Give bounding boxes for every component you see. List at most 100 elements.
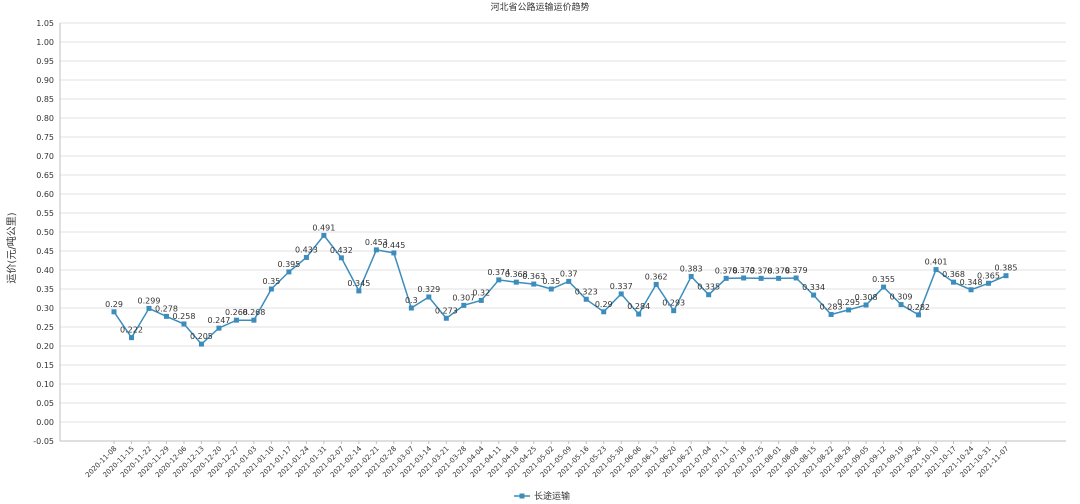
data-label: 0.329 bbox=[417, 285, 440, 294]
data-point bbox=[128, 335, 134, 341]
legend-label: 长途运输 bbox=[534, 490, 570, 502]
data-label: 0.284 bbox=[627, 302, 650, 311]
y-tick-label: 0.65 bbox=[36, 171, 54, 180]
data-point bbox=[688, 273, 694, 279]
data-point bbox=[513, 279, 519, 285]
data-point bbox=[233, 317, 239, 323]
data-point bbox=[653, 281, 659, 287]
data-label: 0.432 bbox=[330, 246, 353, 255]
data-point bbox=[198, 341, 204, 347]
data-label: 0.293 bbox=[662, 299, 685, 308]
y-tick-label: 0.95 bbox=[36, 57, 54, 66]
data-label: 0.345 bbox=[347, 279, 370, 288]
data-label: 0.205 bbox=[190, 332, 213, 341]
data-label: 0.299 bbox=[138, 296, 161, 305]
data-label: 0.268 bbox=[225, 308, 248, 317]
data-label: 0.379 bbox=[785, 266, 808, 275]
y-tick-label: 1.00 bbox=[36, 38, 54, 47]
data-point bbox=[986, 280, 992, 286]
gridlines bbox=[59, 22, 1066, 442]
data-point bbox=[478, 297, 484, 303]
data-point bbox=[1003, 273, 1009, 279]
y-tick-label: 0.45 bbox=[36, 247, 54, 256]
data-point bbox=[461, 302, 467, 308]
data-point bbox=[636, 311, 642, 317]
y-tick-label: 0.90 bbox=[36, 76, 54, 85]
data-label: 0.3 bbox=[405, 296, 418, 305]
data-label: 0.29 bbox=[595, 300, 613, 309]
data-label: 0.401 bbox=[925, 258, 948, 267]
data-point bbox=[846, 307, 852, 313]
data-point bbox=[496, 277, 502, 283]
legend-marker bbox=[519, 493, 525, 499]
y-tick-label: 0.70 bbox=[36, 152, 54, 161]
y-tick-label: 0.60 bbox=[36, 190, 54, 199]
data-point bbox=[426, 294, 432, 300]
data-labels: 0.290.2220.2990.2780.2580.2050.2470.2680… bbox=[105, 223, 1017, 341]
y-tick-label: 1.05 bbox=[36, 19, 54, 28]
data-point bbox=[286, 269, 292, 275]
data-label: 0.362 bbox=[645, 272, 668, 281]
data-label: 0.335 bbox=[697, 283, 720, 292]
data-label: 0.378 bbox=[767, 266, 790, 275]
data-label: 0.307 bbox=[452, 293, 475, 302]
data-point bbox=[338, 255, 344, 261]
data-label: 0.32 bbox=[472, 288, 490, 297]
data-label: 0.433 bbox=[295, 245, 318, 254]
data-label: 0.379 bbox=[732, 266, 755, 275]
y-tick-label: 0.80 bbox=[36, 114, 54, 123]
data-point bbox=[443, 315, 449, 321]
chart-title: 河北省公路运输运价趋势 bbox=[490, 1, 589, 13]
data-label: 0.282 bbox=[907, 303, 930, 312]
data-label: 0.491 bbox=[312, 223, 335, 232]
data-label: 0.395 bbox=[277, 260, 300, 269]
y-axis-ticks: -0.05 0.00 0.05 0.10 0.15 0.20 0.25 0.30 0.35 0.4… bbox=[33, 19, 54, 446]
data-label: 0.247 bbox=[207, 316, 230, 325]
data-point bbox=[566, 278, 572, 284]
data-label: 0.258 bbox=[173, 312, 196, 321]
data-label: 0.222 bbox=[120, 326, 143, 335]
y-axis-label: 运价(元/吨公里) bbox=[5, 212, 18, 283]
series-points bbox=[111, 232, 1009, 347]
data-point bbox=[916, 312, 922, 318]
data-label: 0.363 bbox=[522, 272, 545, 281]
data-label: 0.368 bbox=[505, 270, 528, 279]
data-label: 0.29 bbox=[105, 300, 123, 309]
data-label: 0.378 bbox=[750, 266, 773, 275]
data-point bbox=[758, 275, 764, 281]
data-point bbox=[706, 292, 712, 298]
data-point bbox=[373, 247, 379, 253]
data-label: 0.308 bbox=[855, 293, 878, 302]
data-point bbox=[671, 308, 677, 314]
data-label: 0.309 bbox=[890, 293, 913, 302]
data-point bbox=[181, 321, 187, 327]
data-point bbox=[111, 309, 117, 315]
data-label: 0.268 bbox=[242, 308, 265, 317]
y-tick-label: 0.30 bbox=[36, 304, 54, 313]
data-label: 0.453 bbox=[365, 238, 388, 247]
y-tick-label: 0.10 bbox=[36, 380, 54, 389]
series-line-layer bbox=[113, 234, 1007, 346]
data-point bbox=[548, 286, 554, 292]
data-label: 0.445 bbox=[382, 241, 405, 250]
data-label: 0.374 bbox=[487, 268, 510, 277]
data-point bbox=[251, 317, 257, 323]
x-axis-ticks: 2020-11-082020-11-152020-11-222020-11-29… bbox=[84, 441, 1010, 479]
data-label: 0.378 bbox=[715, 266, 738, 275]
data-point bbox=[881, 284, 887, 290]
data-point bbox=[321, 232, 327, 238]
data-point bbox=[531, 281, 537, 287]
y-tick-label: 0.75 bbox=[36, 133, 54, 142]
data-point bbox=[618, 291, 624, 297]
data-point bbox=[811, 292, 817, 298]
data-label: 0.273 bbox=[435, 306, 458, 315]
legend[interactable]: 长途运输 bbox=[514, 490, 570, 502]
data-point bbox=[828, 311, 834, 317]
y-tick-label: 0.15 bbox=[36, 361, 54, 370]
series-line bbox=[113, 234, 1007, 346]
y-tick-label: 0.50 bbox=[36, 228, 54, 237]
y-tick-label: 0.05 bbox=[36, 399, 54, 408]
data-label: 0.278 bbox=[155, 304, 178, 313]
data-label: 0.283 bbox=[820, 302, 843, 311]
